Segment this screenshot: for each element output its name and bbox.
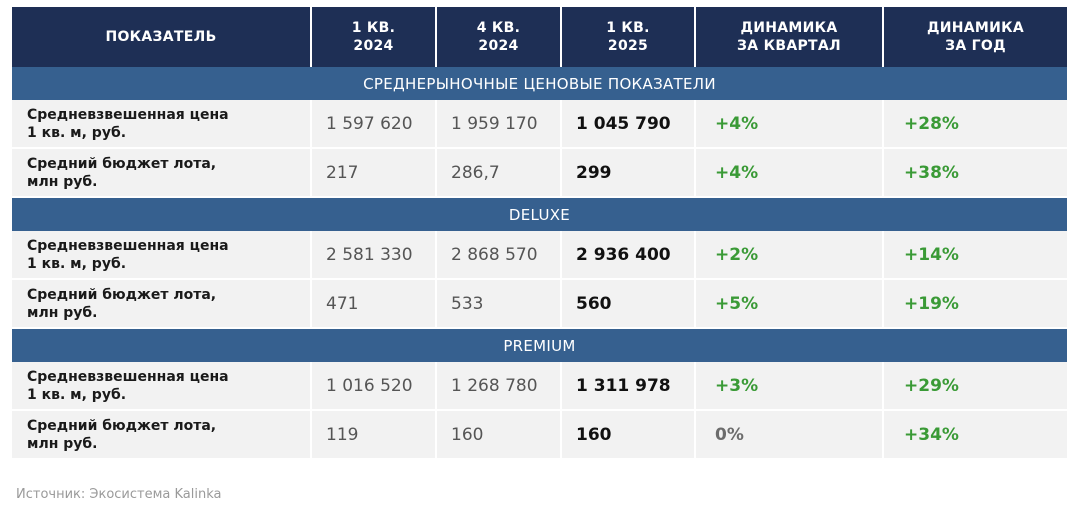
table-row: Средневзвешенная цена 1 кв. м, руб. 2 58…	[12, 231, 1067, 280]
header-q1-2024: 1 КВ. 2024	[312, 7, 437, 67]
section-row: СРЕДНЕРЫНОЧНЫЕ ЦЕНОВЫЕ ПОКАЗАТЕЛИ	[12, 67, 1067, 100]
cell-q1-2024: 1 597 620	[312, 100, 437, 149]
table-row: Средний бюджет лота, млн руб. 217 286,7 …	[12, 149, 1067, 198]
cell-q1-2024: 1 016 520	[312, 362, 437, 411]
section-title: СРЕДНЕРЫНОЧНЫЕ ЦЕНОВЫЕ ПОКАЗАТЕЛИ	[12, 67, 1067, 100]
section-row: DELUXE	[12, 198, 1067, 231]
cell-q1-2024: 119	[312, 411, 437, 460]
cell-dynamics-quarter: 0%	[696, 411, 884, 460]
cell-q1-2024: 2 581 330	[312, 231, 437, 280]
table-header-row: ПОКАЗАТЕЛЬ 1 КВ. 2024 4 КВ. 2024 1 КВ. 2…	[12, 7, 1067, 67]
cell-q1-2025: 1 045 790	[562, 100, 696, 149]
cell-q1-2024: 217	[312, 149, 437, 198]
row-label: Средневзвешенная цена 1 кв. м, руб.	[12, 362, 312, 411]
cell-dynamics-year: +14%	[884, 231, 1067, 280]
header-q4-2024: 4 КВ. 2024	[437, 7, 562, 67]
table-row: Средний бюджет лота, млн руб. 471 533 56…	[12, 280, 1067, 329]
header-dynamics-year: ДИНАМИКА ЗА ГОД	[884, 7, 1067, 67]
cell-q1-2025: 299	[562, 149, 696, 198]
cell-dynamics-quarter: +3%	[696, 362, 884, 411]
source-note: Источник: Экосистема Kalinka	[16, 487, 222, 502]
cell-dynamics-year: +38%	[884, 149, 1067, 198]
row-label: Средневзвешенная цена 1 кв. м, руб.	[12, 231, 312, 280]
cell-q1-2025: 1 311 978	[562, 362, 696, 411]
row-label: Средний бюджет лота, млн руб.	[12, 411, 312, 460]
cell-dynamics-year: +19%	[884, 280, 1067, 329]
cell-dynamics-quarter: +5%	[696, 280, 884, 329]
table-row: Средний бюджет лота, млн руб. 119 160 16…	[12, 411, 1067, 460]
header-dynamics-quarter: ДИНАМИКА ЗА КВАРТАЛ	[696, 7, 884, 67]
cell-q4-2024: 533	[437, 280, 562, 329]
table-row: Средневзвешенная цена 1 кв. м, руб. 1 01…	[12, 362, 1067, 411]
cell-dynamics-year: +29%	[884, 362, 1067, 411]
cell-q4-2024: 1 959 170	[437, 100, 562, 149]
section-title: DELUXE	[12, 198, 1067, 231]
cell-q4-2024: 2 868 570	[437, 231, 562, 280]
cell-q4-2024: 1 268 780	[437, 362, 562, 411]
section-title: PREMIUM	[12, 329, 1067, 362]
price-indicators-table: ПОКАЗАТЕЛЬ 1 КВ. 2024 4 КВ. 2024 1 КВ. 2…	[12, 7, 1067, 460]
header-q1-2025: 1 КВ. 2025	[562, 7, 696, 67]
row-label: Средний бюджет лота, млн руб.	[12, 149, 312, 198]
cell-dynamics-quarter: +4%	[696, 100, 884, 149]
table-row: Средневзвешенная цена 1 кв. м, руб. 1 59…	[12, 100, 1067, 149]
cell-q4-2024: 160	[437, 411, 562, 460]
cell-q4-2024: 286,7	[437, 149, 562, 198]
cell-dynamics-year: +34%	[884, 411, 1067, 460]
cell-q1-2024: 471	[312, 280, 437, 329]
cell-dynamics-year: +28%	[884, 100, 1067, 149]
section-row: PREMIUM	[12, 329, 1067, 362]
row-label: Средневзвешенная цена 1 кв. м, руб.	[12, 100, 312, 149]
cell-q1-2025: 560	[562, 280, 696, 329]
header-indicator: ПОКАЗАТЕЛЬ	[12, 7, 312, 67]
cell-q1-2025: 160	[562, 411, 696, 460]
cell-dynamics-quarter: +4%	[696, 149, 884, 198]
cell-dynamics-quarter: +2%	[696, 231, 884, 280]
cell-q1-2025: 2 936 400	[562, 231, 696, 280]
row-label: Средний бюджет лота, млн руб.	[12, 280, 312, 329]
